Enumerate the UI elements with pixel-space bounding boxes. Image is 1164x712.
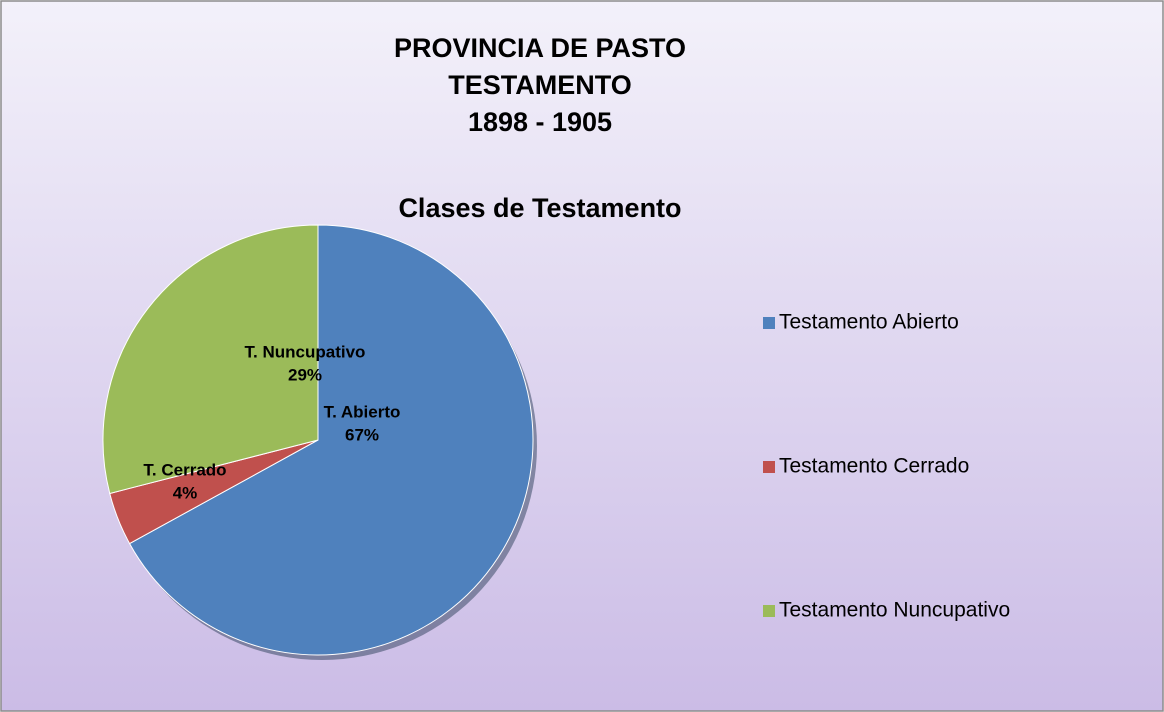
- legend-label: Testamento Cerrado: [779, 455, 969, 478]
- data-label-name: T. Cerrado: [143, 460, 226, 479]
- chart-title: 1898 - 1905: [468, 107, 612, 137]
- legend-label: Testamento Nuncupativo: [779, 599, 1010, 622]
- chart-subtitle: Clases de Testamento: [398, 193, 681, 223]
- legend-swatch: [763, 461, 775, 473]
- legend-swatch: [763, 605, 775, 617]
- legend-swatch: [763, 317, 775, 329]
- data-label: 67%: [345, 425, 379, 444]
- data-label: 4%: [173, 483, 198, 502]
- legend-label: Testamento Abierto: [779, 311, 959, 334]
- chart-title: TESTAMENTO: [448, 70, 632, 100]
- pie-slice: [102, 224, 319, 495]
- pie-slice: [128, 224, 534, 656]
- chart-title: PROVINCIA DE PASTO: [394, 33, 686, 63]
- data-label-name: T. Nuncupativo: [245, 342, 366, 361]
- data-label: 29%: [288, 365, 322, 384]
- data-label-name: T. Abierto: [324, 402, 401, 421]
